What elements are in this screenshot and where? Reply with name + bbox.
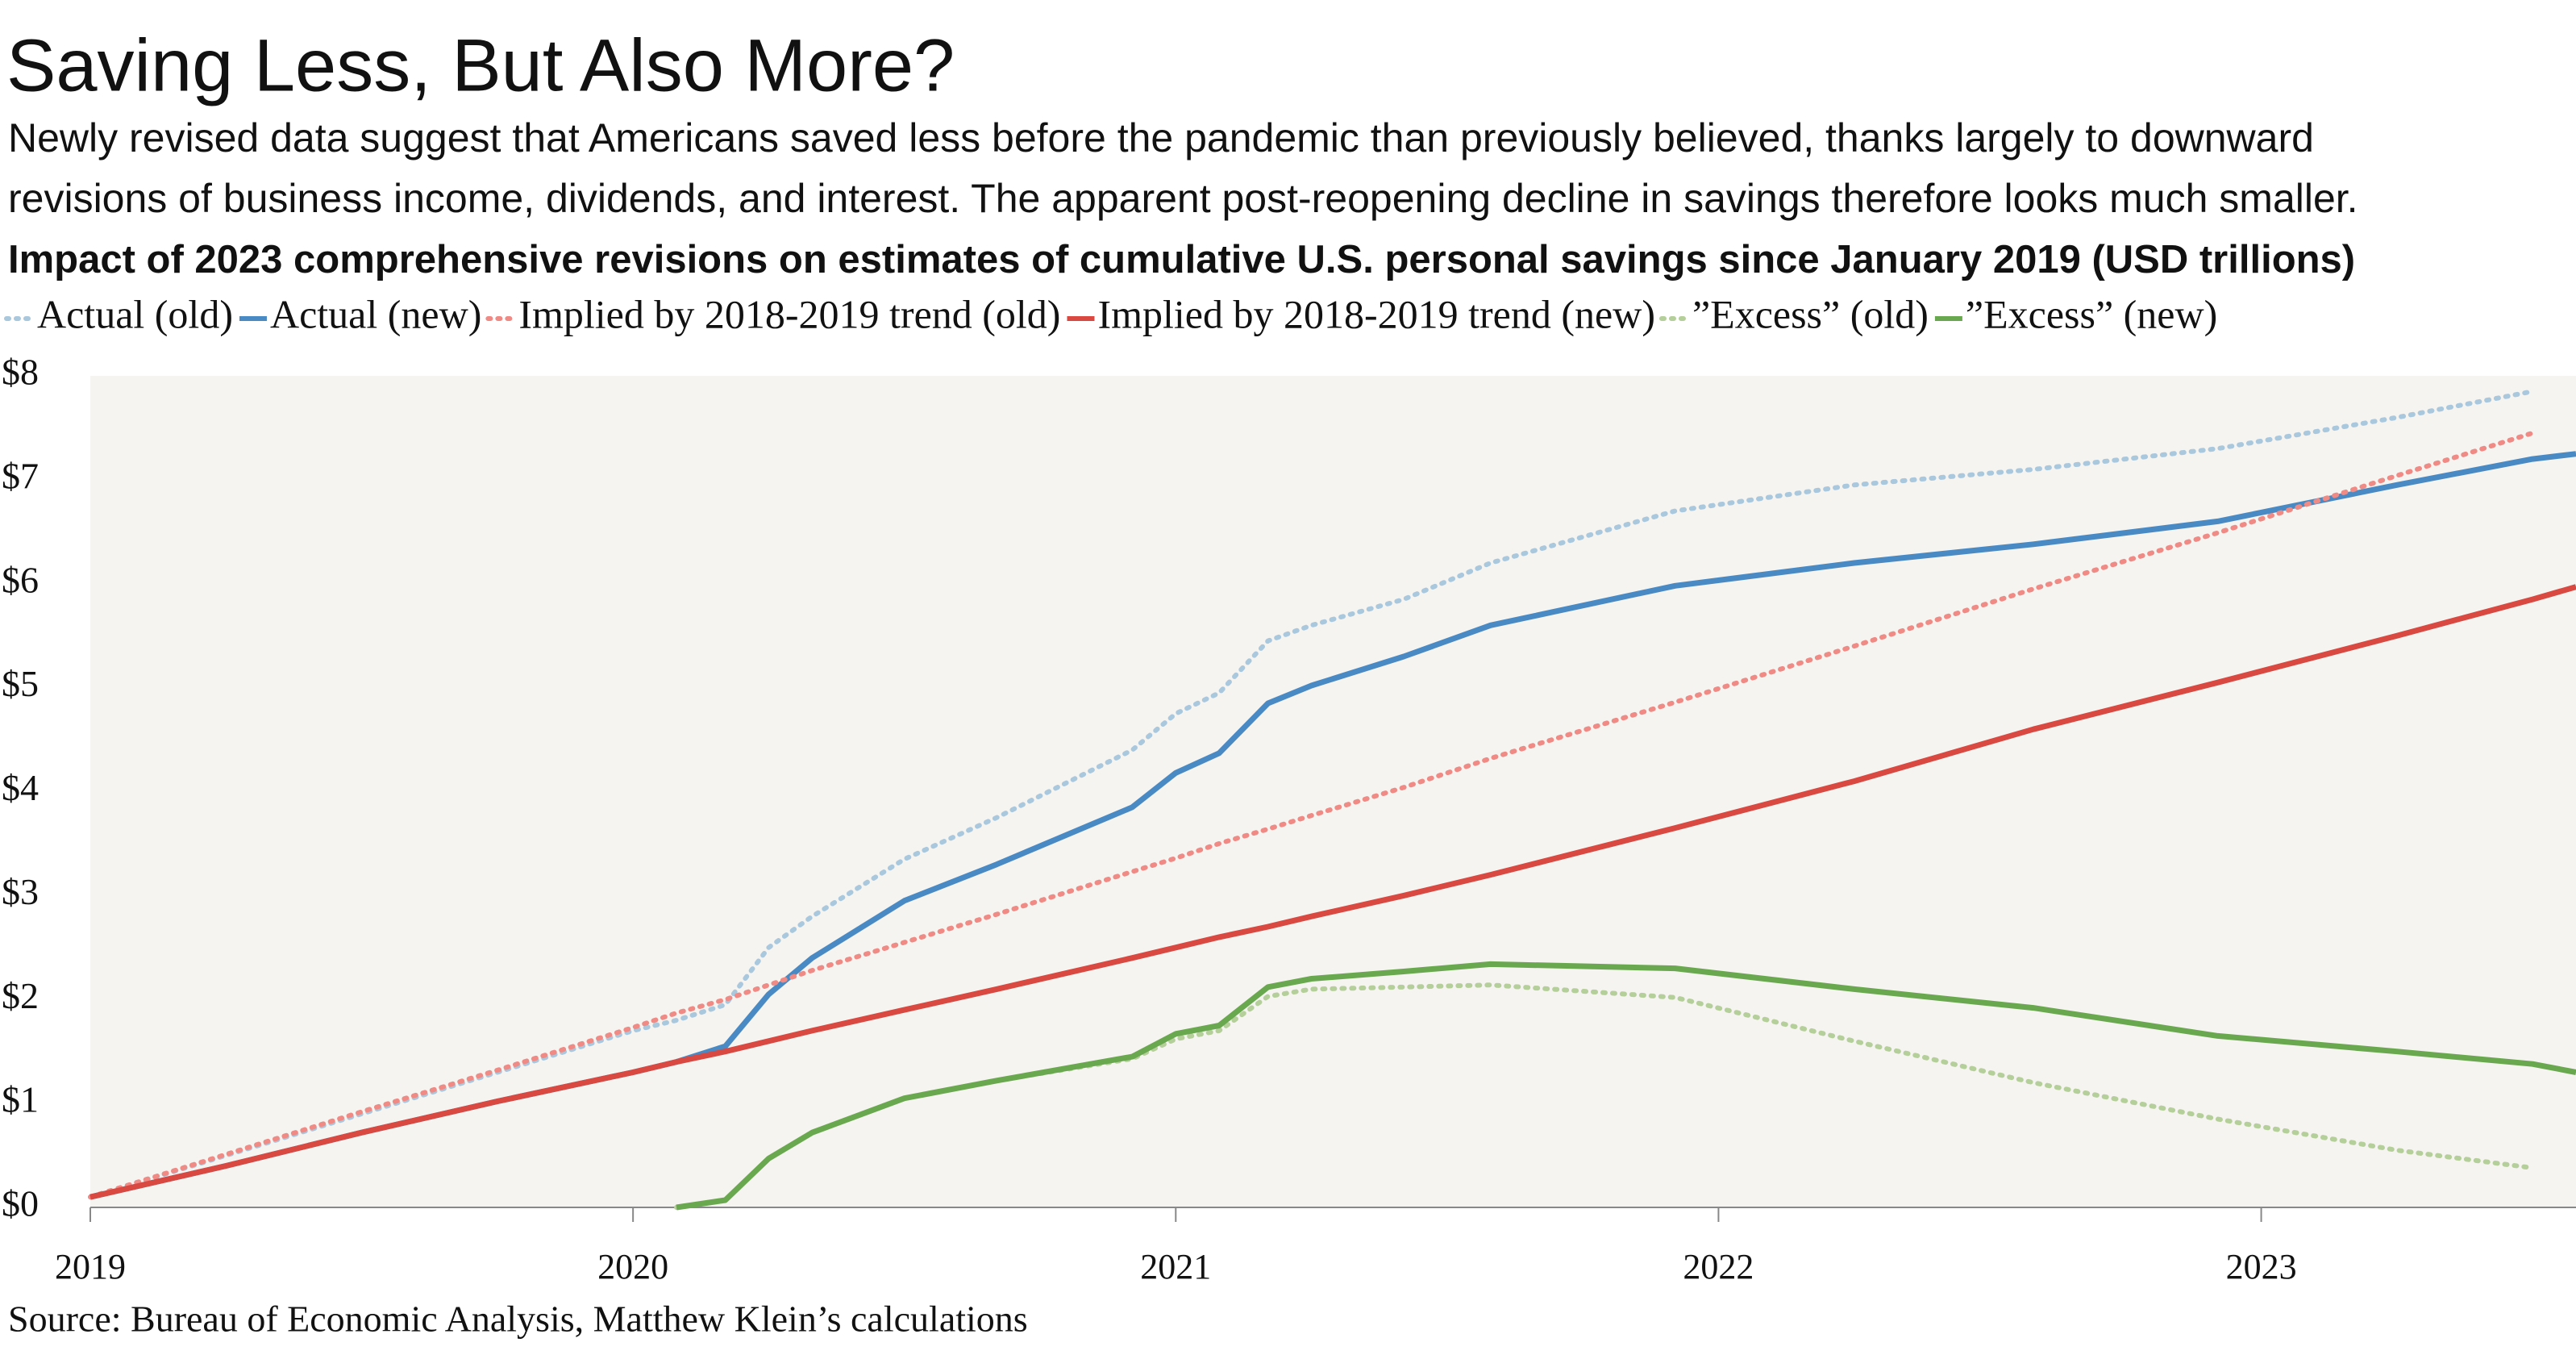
y-tick-label: $0: [2, 1183, 39, 1224]
y-tick-label: $1: [2, 1079, 39, 1120]
y-tick-label: $5: [2, 663, 39, 704]
series-line: [88, 389, 2536, 1200]
legend-label: Actual (new): [270, 291, 481, 336]
legend-label: Implied by 2018-2019 trend (old): [518, 291, 1060, 336]
x-tick-label: 2020: [597, 1247, 668, 1286]
x-tick-label: 2023: [2226, 1247, 2297, 1286]
subtitle: Newly revised data suggest that American…: [8, 115, 2314, 161]
y-tick-label: $8: [2, 352, 39, 393]
legend-label: Implied by 2018-2019 trend (new): [1097, 291, 1655, 336]
series-line: [88, 430, 2536, 1200]
y-tick-label: $6: [2, 559, 39, 600]
subtitle: revisions of business income, dividends,…: [8, 176, 2358, 221]
series-line: [89, 584, 2576, 1200]
y-tick-label: $4: [2, 767, 39, 808]
chart-heading: Impact of 2023 comprehensive revisions o…: [8, 238, 2355, 281]
y-tick-label: $2: [2, 975, 39, 1016]
x-tick-label: 2019: [55, 1247, 126, 1286]
x-tick-label: 2022: [1683, 1247, 1754, 1286]
y-tick-label: $7: [2, 455, 39, 496]
x-tick-label: 2021: [1140, 1247, 1211, 1286]
chart-title: Saving Less, But Also More?: [6, 24, 955, 106]
y-tick-label: $3: [2, 871, 39, 912]
series-line: [676, 961, 2576, 1211]
legend-label: ”Excess” (old): [1692, 291, 1929, 336]
series-line: [674, 982, 2536, 1210]
legend-label: Actual (old): [37, 291, 233, 336]
source: Source: Bureau of Economic Analysis, Mat…: [8, 1299, 1028, 1340]
legend-label: ”Excess” (new): [1966, 291, 2217, 336]
